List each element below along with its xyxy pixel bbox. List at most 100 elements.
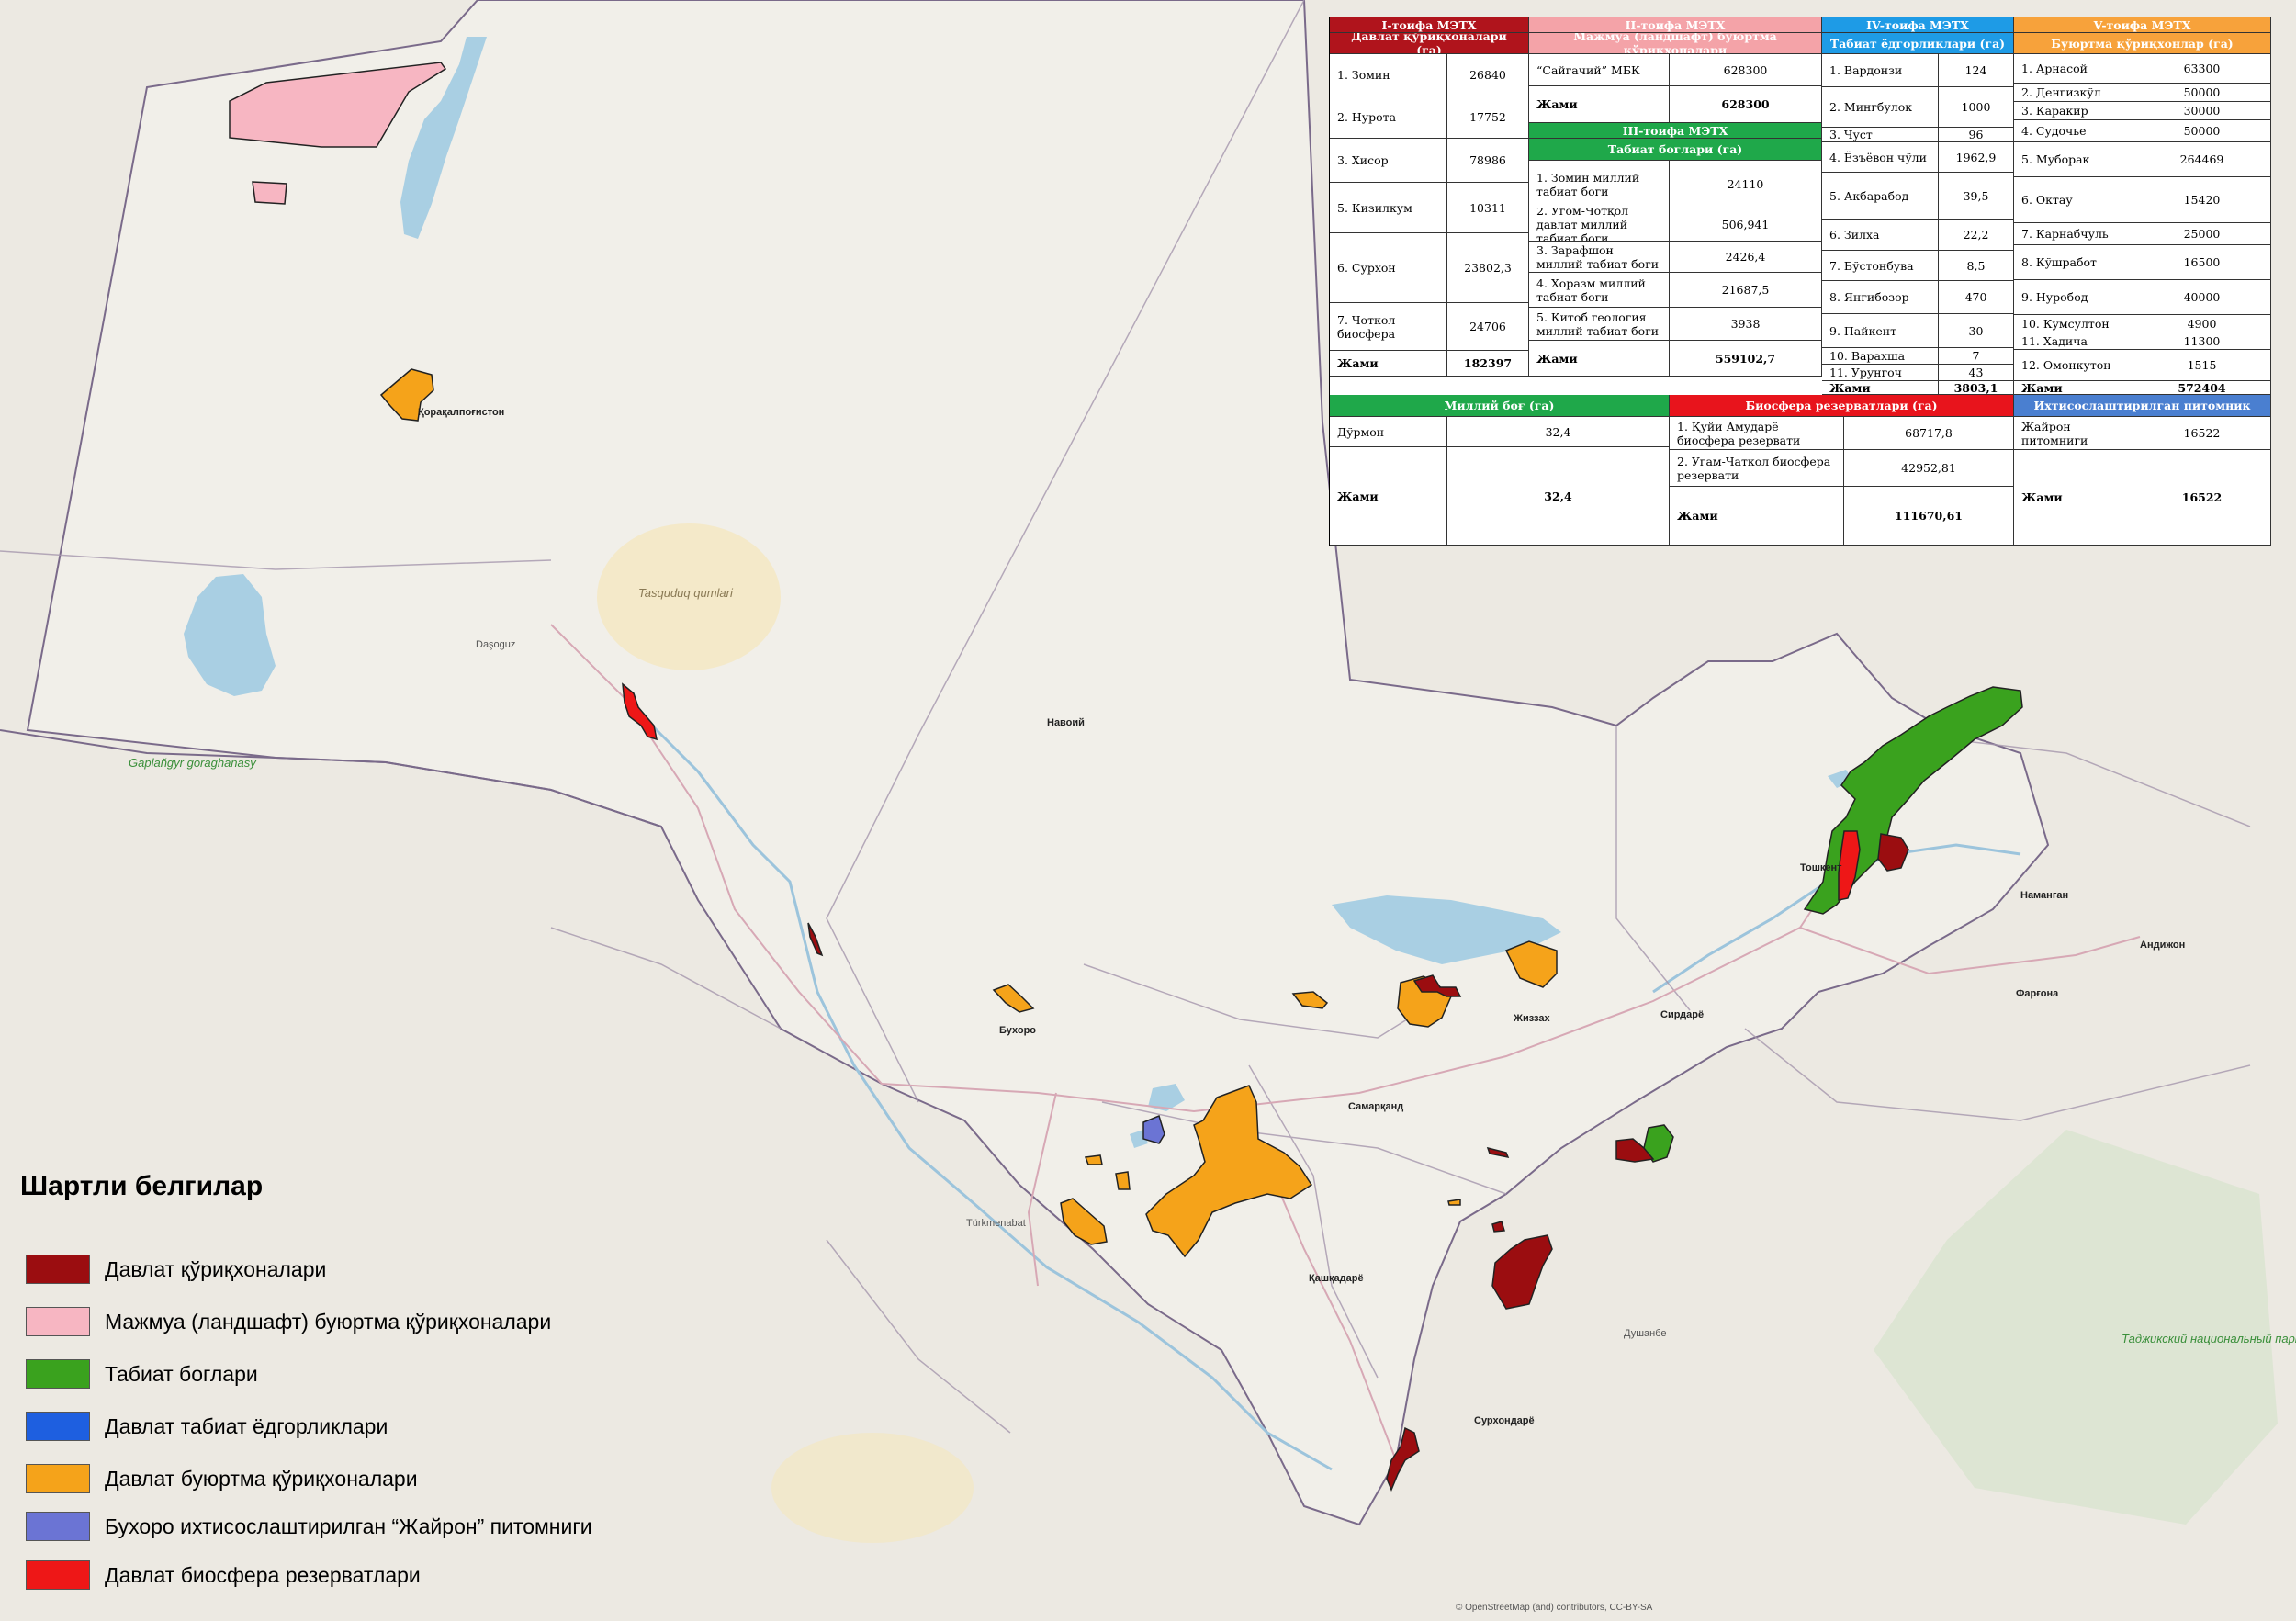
cat5-row-value: 50000: [2133, 84, 2271, 102]
tajik-mountains: [1874, 1130, 2278, 1525]
cat4-row-name: 9. Пайкент: [1822, 314, 1939, 348]
label-sirdaryo: Сирдарё: [1660, 1009, 1704, 1020]
biosphere-row-name: 1. Қуйи Амударё биосфера резервати: [1670, 417, 1844, 450]
aral-sea: [400, 37, 487, 239]
cat5-row-value: 63300: [2133, 54, 2271, 84]
cat5-row-name: 6. Октау: [2014, 177, 2133, 223]
legend-item: Давлат биосфера резерватлари: [26, 1559, 421, 1591]
legend-item: Бухоро ихтисослаштирилган “Жайрон” питом…: [26, 1511, 592, 1542]
legend-label: Табиат боглари: [105, 1361, 258, 1386]
legend-item: Давлат буюртма қўриқхоналари: [26, 1463, 418, 1494]
label-turkmenabat: Türkmenabat: [966, 1218, 1026, 1229]
label-navoiy: Навоий: [1047, 717, 1085, 728]
cat5-row-value: 264469: [2133, 142, 2271, 177]
cat1-row-value: 26840: [1447, 54, 1529, 96]
nursery-header: Ихтисослаштирилган питомник: [2014, 395, 2271, 417]
cat3-row-name: 3. Зарафшон миллий табиат боги: [1529, 242, 1670, 273]
label-toshkent: Тошкент: [1800, 862, 1842, 873]
cat2-total-value: 628300: [1670, 86, 1822, 123]
cat4-row-name: 8. Янгибозор: [1822, 281, 1939, 314]
cat5-row-name: 10. Кумсултон: [2014, 315, 2133, 332]
cat1-row-value: 23802,3: [1447, 233, 1529, 303]
cat1-row-name: 6. Сурхон: [1330, 233, 1447, 303]
legend-swatch: [26, 1359, 90, 1389]
cat5-subheader: Буюртма қўриқхонлар (га): [2014, 33, 2271, 54]
legend-label: Давлат буюртма қўриқхоналари: [105, 1466, 418, 1491]
cat5-row-name: 7. Карнабчуль: [2014, 223, 2133, 245]
cat1-row-value: 17752: [1447, 96, 1529, 139]
hisor-state-reserve: [1491, 1234, 1553, 1310]
cat5-row-name: 9. Нуробод: [2014, 280, 2133, 315]
national-park-row-value: 32,4: [1447, 417, 1670, 447]
cat4-subheader: Табиат ёдгорликлари (га): [1822, 33, 2014, 54]
cat4-row-name: 1. Вардонзи: [1822, 54, 1939, 87]
legend-item: Мажмуа (ландшафт) буюртма қўриқхоналари: [26, 1306, 551, 1337]
cat5-row-value: 16500: [2133, 245, 2271, 280]
label-bukhoro: Бухоро: [999, 1025, 1036, 1036]
cat3-total-value: 559102,7: [1670, 341, 1822, 377]
legend-swatch: [26, 1560, 90, 1590]
cat3-subheader: Табиат боглари (га): [1529, 139, 1822, 161]
order-reserve-3: [1504, 940, 1558, 988]
cat5-row-value: 25000: [2133, 223, 2271, 245]
cat1-subheader: Давлат қўриқхоналари (га): [1330, 33, 1529, 54]
label-gaplangyr: Gaplaňgyr goraghanasy: [129, 756, 257, 770]
cat5-row-name: 1. Арнасой: [2014, 54, 2133, 84]
small-red-1: [1486, 1146, 1510, 1159]
legend-swatch: [26, 1412, 90, 1441]
cat1-row-value: 78986: [1447, 139, 1529, 183]
cat2-subheader: Мажмуа (ландшафт) буюртма қўриқхоналари: [1529, 33, 1822, 54]
nurota-state-reserve: [1412, 974, 1462, 997]
small-red-2: [1491, 1221, 1505, 1233]
cat1-header: I-тоифа МЭТХ: [1330, 17, 1529, 33]
cat4-row-value: 22,2: [1939, 220, 2014, 251]
legend-title: Шартли белгилар: [20, 1171, 264, 1201]
muborak-order-reserve: [1145, 1085, 1313, 1258]
cat3-row-value: 2426,4: [1670, 242, 1822, 273]
cat4-row-value: 470: [1939, 281, 2014, 314]
legend-label: Давлат биосфера резерватлари: [105, 1562, 421, 1587]
biosphere-row-value: 42952,81: [1844, 450, 2014, 487]
cat3-header: III-тоифа МЭТХ: [1529, 123, 1822, 139]
ugom-chatkal-biosphere: [1838, 830, 1861, 901]
cat4-row-name: 7. Бўстонбува: [1822, 251, 1939, 281]
cat5-row-name: 3. Каракир: [2014, 102, 2133, 120]
south-desert: [771, 1433, 974, 1543]
amudarya-river: [641, 715, 1333, 1471]
cat1-total-value: 182397: [1447, 351, 1529, 377]
label-dushanbe: Душанбе: [1624, 1328, 1667, 1339]
saigachiy-landscape-reserve-2: [252, 181, 287, 205]
small-lake-1: [1148, 1084, 1185, 1111]
label-fergana: Фарғона: [2016, 988, 2059, 999]
label-qashqadarye: Қашқадарё: [1309, 1273, 1364, 1284]
cat4-header: IV-тоифа МЭТХ: [1822, 17, 2014, 33]
aydarkul-lake: [1332, 895, 1561, 964]
cat1-row-name: 3. Хисор: [1330, 139, 1447, 183]
cat5-header: V-тоифа МЭТХ: [2014, 17, 2271, 33]
saigachiy-landscape-reserve: [229, 62, 447, 148]
biosphere-row-name: 2. Угам-Чаткол биосфера резервати: [1670, 450, 1844, 487]
label-andijan: Андижон: [2140, 940, 2185, 951]
label-dashoguz: Daşoguz: [476, 639, 515, 650]
cat4-row-value: 1000: [1939, 87, 2014, 128]
cat4-row-name: 11. Урунгоч: [1822, 365, 1939, 381]
cat4-row-value: 43: [1939, 365, 2014, 381]
cat5-row-name: 8. Кўшработ: [2014, 245, 2133, 280]
small-orange-3: [1447, 1199, 1461, 1206]
legend-label: Давлат табиат ёдгорликлари: [105, 1413, 388, 1438]
small-reserve-2: [1115, 1171, 1131, 1190]
cat4-row-value: 124: [1939, 54, 2014, 87]
zarafshon-state-reserve: [1615, 1138, 1655, 1163]
cat2-row-value: 628300: [1670, 54, 1822, 86]
national-park-header: Миллий боғ (га): [1330, 395, 1670, 417]
legend: Шартли белгилар Давлат қўриқхоналари Маж…: [18, 1166, 606, 1598]
order-reserve-4: [1060, 1198, 1108, 1245]
chatkal-state-reserve: [1877, 833, 1909, 872]
cat4-row-name: 6. Зилха: [1822, 220, 1939, 251]
cat5-row-value: 15420: [2133, 177, 2271, 223]
cat4-row-name: 2. Мингбулок: [1822, 87, 1939, 128]
surkhon-state-reserve: [1386, 1426, 1420, 1492]
legend-swatch: [26, 1512, 90, 1541]
cat2-total-label: Жами: [1529, 86, 1670, 123]
cat5-total-label: Жами: [2014, 381, 2133, 395]
